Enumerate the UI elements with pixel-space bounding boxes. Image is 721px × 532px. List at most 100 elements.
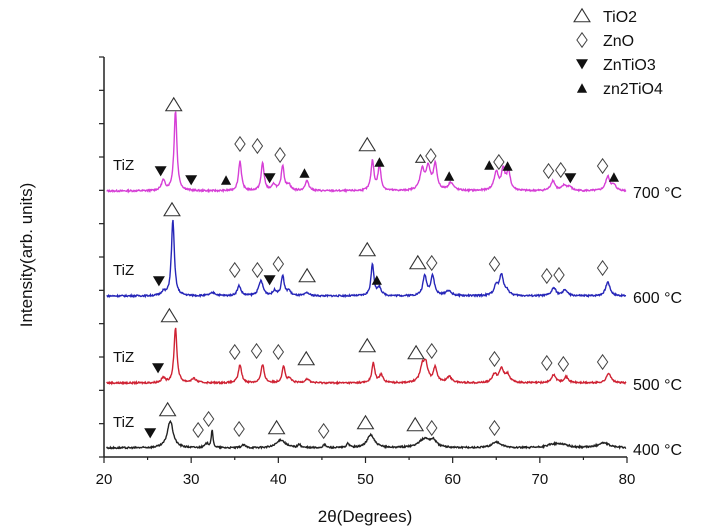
legend-label: ZnO: [603, 33, 634, 50]
series-500c: TiZ 500 °C: [106, 307, 682, 394]
series-line: [106, 111, 627, 194]
zn2tio4-marker: [299, 168, 310, 178]
zno-marker: [426, 342, 438, 360]
zn2tio4-marker: [371, 275, 382, 285]
sample-label: TiZ: [113, 414, 134, 431]
zno-marker: [425, 147, 437, 165]
tio2-marker: [358, 136, 377, 152]
zno-marker: [229, 343, 241, 361]
series-line: [106, 327, 627, 386]
legend-entry: ZnTiO3: [576, 57, 656, 74]
zno-marker: [192, 421, 204, 439]
tio2-marker: [356, 414, 375, 430]
zn2tio4-marker: [502, 161, 513, 171]
tio2-marker: [163, 201, 181, 217]
legend-label: ZnTiO3: [603, 57, 656, 74]
temperature-label: 700 °C: [633, 185, 682, 202]
zno-marker: [426, 254, 438, 272]
series-line: [106, 219, 627, 299]
zno-marker: [553, 266, 565, 284]
temperature-label: 400 °C: [633, 442, 682, 459]
zno-marker: [596, 353, 609, 371]
zno-marker: [250, 342, 263, 360]
series-700c: TiZ 700 °C: [106, 96, 682, 202]
legend-label: zn2TiO4: [603, 81, 663, 98]
zno-marker: [542, 162, 555, 180]
legend-entry: ZnO: [576, 31, 634, 50]
y-axis-label: Intensity(arb. units): [17, 183, 36, 328]
sample-label: TiZ: [113, 349, 134, 366]
zno-marker: [251, 261, 264, 279]
tio2-marker: [414, 153, 427, 163]
tio2-legend-icon: [573, 7, 591, 23]
zno-marker: [233, 420, 245, 438]
series-400c: TiZ 400 °C: [106, 401, 682, 459]
legend-label: TiO2: [603, 9, 637, 26]
zno-marker: [555, 161, 567, 179]
zno-marker: [202, 410, 215, 428]
temperature-label: 500 °C: [633, 377, 682, 394]
zno-marker: [557, 355, 570, 373]
zn2tio4-marker: [220, 175, 232, 185]
tio2-marker: [407, 344, 425, 360]
zno-marker: [541, 267, 553, 285]
zno-marker: [251, 137, 264, 155]
zntio3-legend-icon: [576, 59, 588, 70]
x-tick-label: 50: [357, 471, 374, 488]
series-600c: TiZ 600 °C: [106, 201, 682, 307]
sample-label: TiZ: [113, 262, 134, 279]
temperature-label: 600 °C: [633, 290, 682, 307]
x-tick-label: 20: [96, 471, 113, 488]
zntio3-marker: [263, 275, 276, 286]
zn2tio4-marker: [444, 171, 455, 181]
zntio3-marker: [154, 166, 167, 177]
zno-marker: [426, 419, 438, 437]
x-tick-label: 40: [270, 471, 287, 488]
zno-marker: [229, 261, 241, 279]
plot-area: TiZ 700 °C TiZ 600 °C TiZ 500 °C TiZ 400 °C: [106, 96, 682, 459]
zntio3-marker: [185, 175, 198, 186]
zno-marker: [596, 157, 609, 175]
tio2-marker: [298, 267, 316, 283]
zno-marker: [317, 422, 330, 440]
tio2-marker: [358, 337, 377, 353]
zn2tio4-legend-icon: [576, 83, 588, 93]
tio2-marker: [158, 401, 177, 417]
x-tick-label: 60: [444, 471, 461, 488]
tio2-marker: [297, 350, 316, 366]
zno-marker: [541, 354, 553, 372]
legend-entry: TiO2: [573, 7, 637, 26]
legend-entry: zn2TiO4: [576, 81, 663, 98]
series-line: [106, 419, 627, 450]
zno-marker: [488, 350, 501, 368]
zno-legend-icon: [576, 31, 588, 49]
zntio3-marker: [152, 363, 165, 374]
zntio3-marker: [144, 428, 157, 439]
tio2-marker: [408, 254, 427, 270]
legend: TiO2 ZnO ZnTiO3 zn2TiO4: [573, 7, 663, 98]
zno-marker: [274, 146, 286, 164]
zntio3-marker: [564, 173, 577, 184]
zn2tio4-marker: [484, 160, 495, 170]
x-axis-label: 2θ(Degrees): [318, 507, 413, 526]
axes: 20 30 40 50 60 70 80: [96, 56, 636, 488]
zn2tio4-marker: [608, 172, 620, 182]
zno-marker: [234, 135, 246, 153]
zntio3-marker: [263, 173, 276, 184]
x-tick-label: 70: [531, 471, 548, 488]
x-tick-label: 30: [183, 471, 200, 488]
tio2-marker: [164, 96, 183, 112]
sample-label: TiZ: [113, 157, 134, 174]
zno-marker: [272, 343, 285, 361]
zn2tio4-marker: [374, 157, 385, 167]
zno-marker: [272, 255, 285, 273]
zno-marker: [488, 255, 501, 273]
tio2-marker: [267, 419, 286, 435]
zno-marker: [493, 153, 505, 171]
x-tick-label: 80: [619, 471, 636, 488]
zno-marker: [488, 419, 501, 437]
zno-marker: [596, 259, 609, 277]
zntio3-marker: [152, 276, 165, 287]
tio2-marker: [406, 416, 425, 432]
